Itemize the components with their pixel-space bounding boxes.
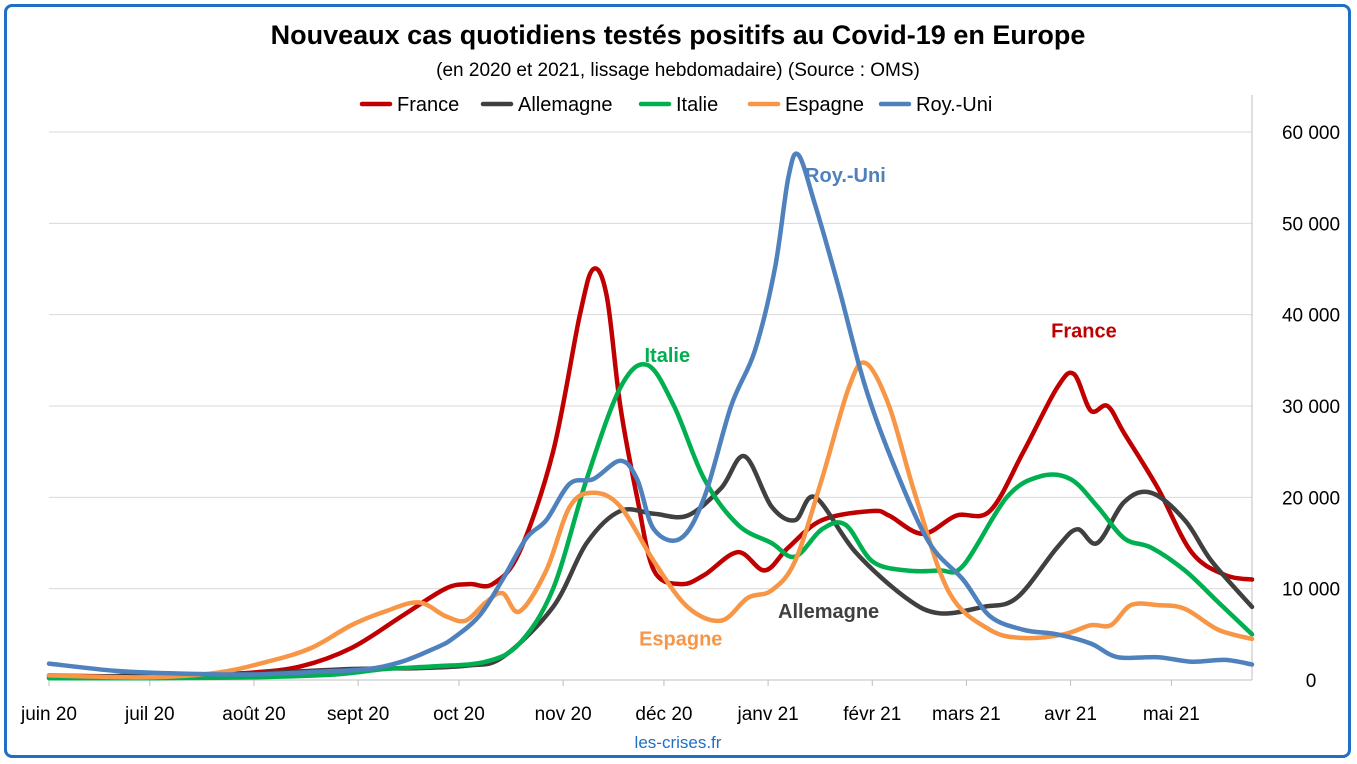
legend-label-italie: Italie [676, 94, 718, 116]
annotation-allemagne: Allemagne [778, 601, 879, 623]
legend-label-roy-uni: Roy.-Uni [916, 94, 992, 116]
x-tick-label: avr 21 [1044, 704, 1097, 725]
x-tick-label: nov 20 [535, 704, 592, 725]
series-line-italie [46, 361, 1255, 681]
legend: France Allemagne Italie Espagne Roy.-Uni [359, 94, 992, 116]
legend-label-france: France [397, 94, 459, 116]
x-tick-label: juil 20 [124, 704, 175, 725]
x-tick-label: juin 20 [20, 704, 77, 725]
y-tick-label: 40 000 [1282, 306, 1340, 327]
legend-label-allemagne: Allemagne [518, 94, 613, 116]
y-tick-label: 50 000 [1282, 214, 1340, 235]
series-annotations: Roy.-Uni Italie France Allemagne Espagne [639, 165, 1117, 650]
y-tick-label: 60 000 [1282, 123, 1340, 144]
x-tick-label: janv 21 [736, 704, 798, 725]
x-tick-label: févr 21 [843, 704, 901, 725]
series-line-france [46, 266, 1255, 679]
series-lines [46, 151, 1255, 681]
chart-title: Nouveaux cas quotidiens testés positifs … [271, 20, 1086, 50]
axes: 0 10 000 20 000 30 000 40 000 50 000 60 000 jui… [20, 95, 1340, 725]
legend-label-espagne: Espagne [785, 94, 864, 116]
series-line-roy-uni [46, 151, 1255, 677]
chart-subtitle: (en 2020 et 2021, lissage hebdomadaire) … [436, 60, 920, 81]
annotation-france: France [1051, 321, 1117, 343]
x-tick-label: sept 20 [327, 704, 389, 725]
series-line-espagne [46, 360, 1255, 680]
y-tick-label: 10 000 [1282, 580, 1340, 601]
y-tick-label: 30 000 [1282, 397, 1340, 418]
x-tick-label: mars 21 [932, 704, 1001, 725]
annotation-roy-uni: Roy.-Uni [805, 165, 886, 187]
y-tick-label: 0 [1306, 671, 1317, 692]
x-tick-label: déc 20 [635, 704, 692, 725]
x-tick-label: août 20 [222, 704, 285, 725]
annotation-espagne: Espagne [639, 628, 722, 650]
annotation-italie: Italie [645, 345, 691, 367]
chart-frame [4, 4, 1351, 758]
x-tick-label: mai 21 [1143, 704, 1200, 725]
x-tick-label: oct 20 [433, 704, 485, 725]
y-tick-label: 20 000 [1282, 488, 1340, 509]
gridlines [49, 131, 1252, 590]
source-credit: les-crises.fr [635, 733, 722, 752]
